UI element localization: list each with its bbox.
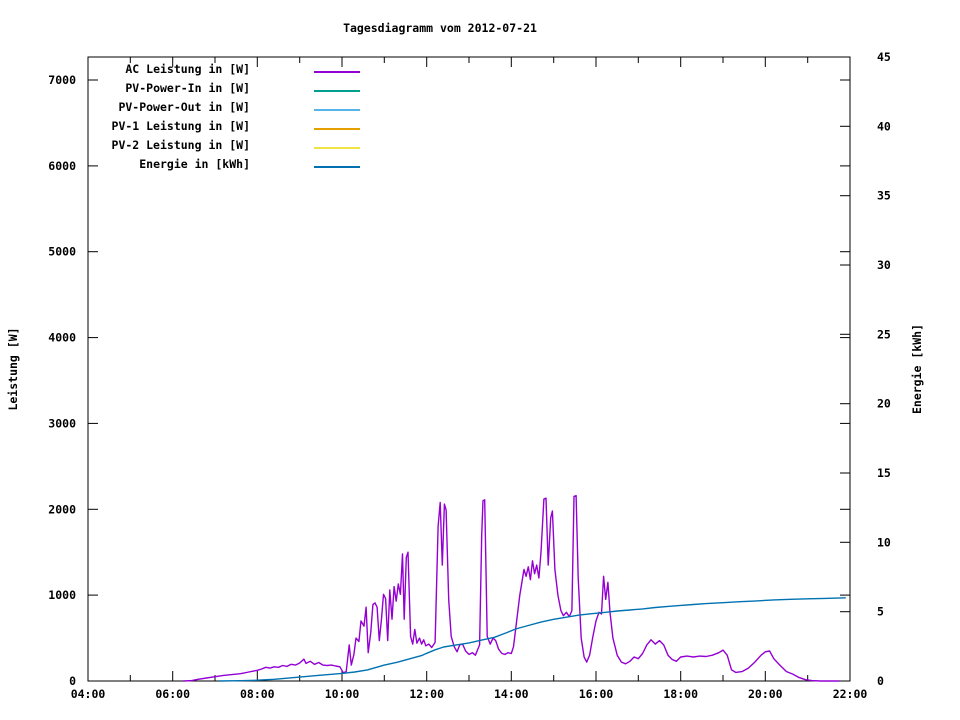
svg-text:14:00: 14:00 (494, 687, 529, 701)
legend-row-energie: Energie in [kWh] (0, 157, 960, 176)
legend-line-swatch (314, 71, 360, 73)
legend-line-swatch (314, 128, 360, 130)
legend-label: PV-2 Leistung in [W] (111, 138, 250, 152)
legend-label: PV-Power-In in [W] (125, 81, 250, 95)
svg-text:5000: 5000 (48, 245, 76, 259)
legend-row-pv2: PV-2 Leistung in [W] (0, 138, 960, 157)
svg-text:6000: 6000 (48, 159, 76, 173)
legend-label: PV-Power-Out in [W] (118, 100, 250, 114)
svg-text:25: 25 (877, 327, 891, 341)
svg-text:18:00: 18:00 (663, 687, 698, 701)
svg-text:0: 0 (877, 674, 884, 688)
svg-text:04:00: 04:00 (71, 687, 106, 701)
legend-line-swatch (314, 166, 360, 168)
svg-text:2000: 2000 (48, 502, 76, 516)
legend-row-ac: AC Leistung in [W] (0, 62, 960, 81)
legend-label: Energie in [kWh] (139, 157, 250, 171)
svg-text:30: 30 (877, 258, 891, 272)
svg-text:10: 10 (877, 535, 891, 549)
legend-line-swatch (314, 90, 360, 92)
svg-text:10:00: 10:00 (325, 687, 360, 701)
svg-text:20: 20 (877, 397, 891, 411)
svg-text:3000: 3000 (48, 416, 76, 430)
legend-row-pv-power-out: PV-Power-Out in [W] (0, 100, 960, 119)
svg-text:20:00: 20:00 (748, 687, 783, 701)
svg-text:12:00: 12:00 (409, 687, 444, 701)
legend-line-swatch (314, 147, 360, 149)
legend-line-swatch (314, 109, 360, 111)
legend-row-pv1: PV-1 Leistung in [W] (0, 119, 960, 138)
svg-text:0: 0 (69, 674, 76, 688)
svg-text:7000: 7000 (48, 73, 76, 87)
legend-row-pv-power-in: PV-Power-In in [W] (0, 81, 960, 100)
svg-text:22:00: 22:00 (833, 687, 868, 701)
svg-text:16:00: 16:00 (579, 687, 614, 701)
legend-label: AC Leistung in [W] (125, 62, 250, 76)
svg-text:1000: 1000 (48, 588, 76, 602)
chart-title: Tagesdiagramm vom 2012-07-21 (343, 21, 537, 35)
svg-text:08:00: 08:00 (240, 687, 275, 701)
legend-label: PV-1 Leistung in [W] (111, 119, 250, 133)
svg-text:40: 40 (877, 119, 891, 133)
svg-text:5: 5 (877, 605, 884, 619)
svg-text:4000: 4000 (48, 331, 76, 345)
svg-text:35: 35 (877, 189, 891, 203)
svg-text:06:00: 06:00 (155, 687, 190, 701)
svg-text:45: 45 (877, 50, 891, 64)
svg-text:15: 15 (877, 466, 891, 480)
